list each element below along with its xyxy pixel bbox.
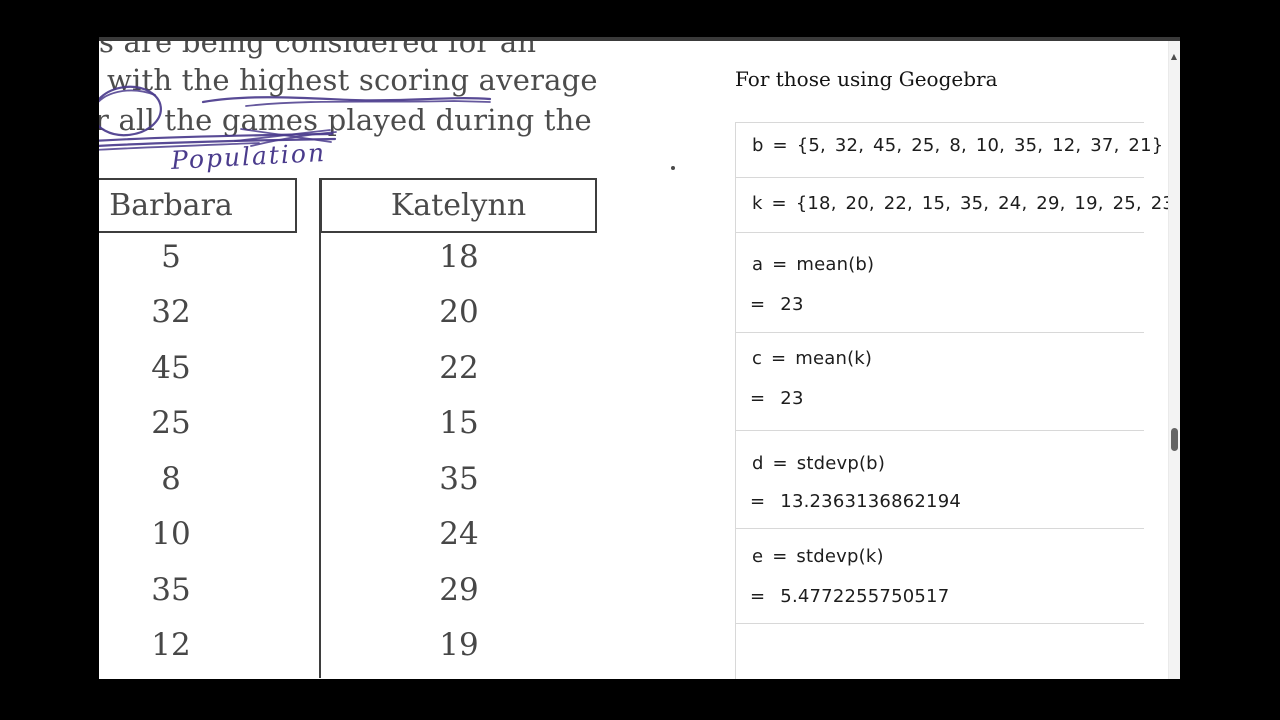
table-cell: 32	[151, 294, 191, 330]
equals-sign: =	[750, 586, 766, 607]
table-cell: 22	[439, 350, 479, 386]
geogebra-input: c = mean(k)	[752, 348, 873, 369]
geogebra-result: = 5.4772255750517	[750, 586, 949, 607]
table-cell: 45	[151, 350, 191, 386]
scrollbar-thumb[interactable]	[1171, 428, 1178, 451]
window-top-edge	[99, 37, 1180, 41]
table-header-barbara: Barbara	[99, 178, 297, 233]
table-cell: 25	[151, 405, 191, 441]
page-content: s are being considered for an with the h…	[99, 37, 1180, 679]
result-value: 23	[780, 388, 804, 409]
result-value: 13.2363136862194	[780, 491, 962, 512]
geogebra-row-k[interactable]: k = {18, 20, 22, 15, 35, 24, 29, 19, 25,…	[736, 177, 1180, 232]
scrollbar-track[interactable]	[1168, 37, 1180, 679]
table-cell: 20	[439, 294, 479, 330]
row-separator	[736, 430, 1144, 431]
problem-text-line-2: with the highest scoring average	[107, 63, 598, 97]
problem-text-line-3: r all the games played during the	[99, 103, 592, 137]
table-cell: 19	[439, 627, 479, 663]
row-separator	[736, 122, 1144, 123]
geogebra-algebra-view: b = {5, 32, 45, 25, 8, 10, 35, 12, 37, 2…	[735, 122, 1180, 679]
table-cell: 10	[151, 516, 191, 552]
stray-dot	[671, 166, 675, 170]
table-cell: 15	[439, 405, 479, 441]
table-cell: 12	[151, 627, 191, 663]
row-separator	[736, 332, 1144, 333]
table-cell: 35	[151, 572, 191, 608]
geogebra-row-a[interactable]: a = mean(b) = 23	[736, 232, 1144, 332]
table-cell: 18	[439, 239, 479, 275]
geogebra-row-b[interactable]: b = {5, 32, 45, 25, 8, 10, 35, 12, 37, 2…	[736, 122, 1163, 177]
result-value: 23	[780, 294, 804, 315]
geogebra-result: = 23	[750, 294, 804, 315]
geogebra-result: = 23	[750, 388, 804, 409]
geogebra-row-e[interactable]: e = stdevp(k) = 5.4772255750517	[736, 528, 1144, 623]
table-cell: 5	[161, 239, 181, 275]
scroll-up-arrow-icon[interactable]: ▲	[1170, 52, 1178, 61]
geogebra-row-c[interactable]: c = mean(k) = 23	[736, 332, 1144, 430]
problem-text-line-1: s are being considered for an	[99, 37, 537, 59]
table-header-label: Barbara	[109, 188, 233, 223]
equals-sign: =	[750, 388, 766, 409]
row-separator	[736, 177, 1144, 178]
geogebra-input: d = stdevp(b)	[752, 453, 886, 474]
table-column-divider	[319, 178, 321, 678]
result-value: 5.4772255750517	[780, 586, 950, 607]
geogebra-heading: For those using Geogebra	[735, 67, 998, 91]
handwritten-population-note: Population	[170, 137, 327, 176]
geogebra-row-d[interactable]: d = stdevp(b) = 13.2363136862194	[736, 430, 1144, 528]
table-header-katelynn: Katelynn	[320, 178, 597, 233]
table-cell: 29	[439, 572, 479, 608]
row-separator	[736, 528, 1144, 529]
row-separator	[736, 623, 1144, 624]
table-header-label: Katelynn	[390, 188, 527, 223]
geogebra-result: = 13.2363136862194	[750, 491, 961, 512]
geogebra-input: b = {5, 32, 45, 25, 8, 10, 35, 12, 37, 2…	[752, 135, 1164, 156]
geogebra-input: e = stdevp(k)	[752, 546, 884, 567]
equals-sign: =	[750, 294, 766, 315]
table-cell: 24	[439, 516, 479, 552]
table-cell: 35	[439, 461, 479, 497]
geogebra-input: a = mean(b)	[752, 254, 875, 275]
equals-sign: =	[750, 491, 766, 512]
geogebra-input: k = {18, 20, 22, 15, 35, 24, 29, 19, 25,…	[752, 193, 1180, 214]
row-separator	[736, 232, 1144, 233]
table-cell: 8	[161, 461, 181, 497]
